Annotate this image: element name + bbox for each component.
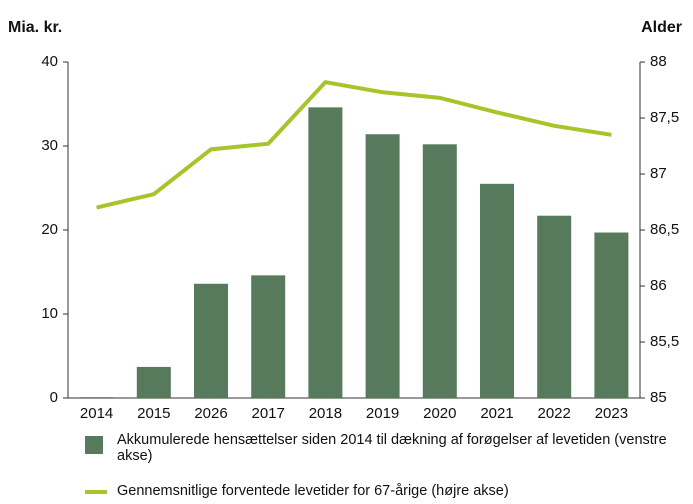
y2-tick-label: 87 bbox=[650, 165, 667, 182]
bar bbox=[251, 275, 286, 398]
x-tick-label: 2015 bbox=[137, 405, 170, 422]
x-tick-label: 2014 bbox=[80, 405, 113, 422]
legend-label: Akkumulerede hensættelser siden 2014 til… bbox=[117, 432, 667, 464]
y2-tick-label: 86,5 bbox=[650, 221, 679, 238]
bar bbox=[308, 107, 343, 399]
bar bbox=[594, 232, 629, 398]
bar bbox=[480, 183, 514, 398]
y2-tick-label: 85 bbox=[650, 389, 667, 406]
x-tick-label: 2026 bbox=[194, 405, 227, 422]
bar bbox=[79, 397, 114, 398]
y-tick-label: 0 bbox=[50, 389, 58, 406]
x-tick-label: 2023 bbox=[595, 405, 628, 422]
bar bbox=[365, 134, 400, 399]
y-tick-label: 30 bbox=[41, 137, 58, 154]
x-tick-label: 2022 bbox=[538, 405, 571, 422]
y2-tick-label: 86 bbox=[650, 277, 667, 294]
y2-tick-label: 88 bbox=[650, 53, 667, 70]
y2-tick-label: 85,5 bbox=[650, 333, 679, 350]
bar bbox=[136, 366, 171, 398]
legend-swatch bbox=[85, 490, 107, 494]
y-axis-title: Mia. kr. bbox=[8, 19, 62, 36]
y-tick-label: 10 bbox=[41, 305, 58, 322]
x-tick-label: 2021 bbox=[480, 405, 513, 422]
y-tick-label: 20 bbox=[41, 221, 58, 238]
x-tick-label: 2020 bbox=[423, 405, 456, 422]
bar bbox=[422, 144, 457, 398]
legend-swatch bbox=[85, 436, 103, 454]
x-tick-label: 2017 bbox=[252, 405, 285, 422]
bar bbox=[537, 215, 572, 398]
x-tick-label: 2019 bbox=[366, 405, 399, 422]
y2-axis-title: Alder bbox=[641, 19, 682, 36]
x-tick-label: 2018 bbox=[309, 405, 342, 422]
y2-tick-label: 87,5 bbox=[650, 109, 679, 126]
bar bbox=[194, 283, 228, 398]
legend-label: Gennemsnitlige forventede levetider for … bbox=[117, 483, 509, 499]
line bbox=[96, 80, 612, 210]
y-tick-label: 40 bbox=[41, 53, 58, 70]
